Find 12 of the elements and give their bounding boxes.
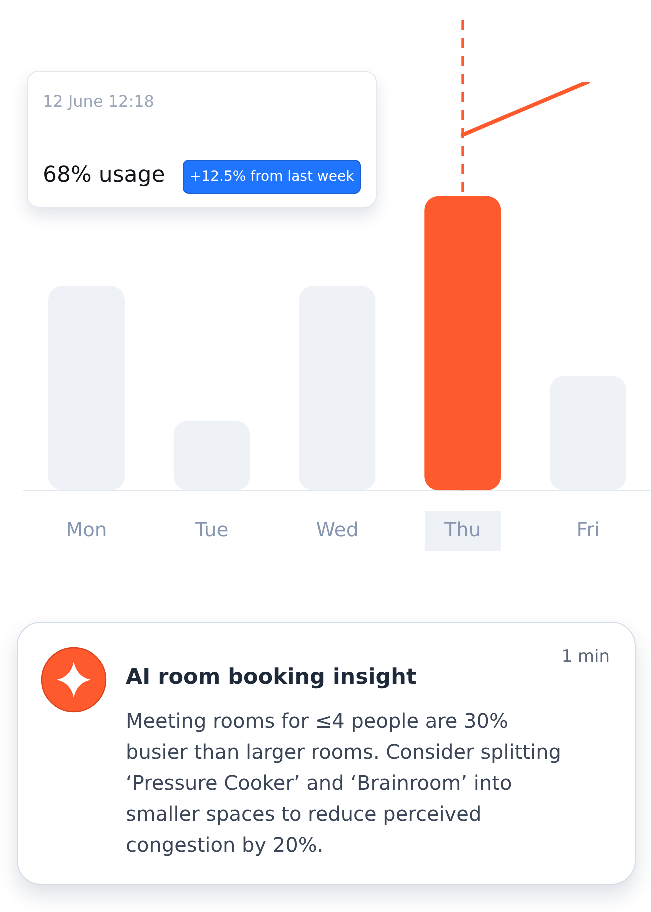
bar [424,196,502,491]
annotation: 68% usage [43,162,166,190]
x-tick-label: Wed [316,518,359,542]
x-tick-label: Thu [444,518,482,542]
text: Meeting rooms for ≤4 people are 30% busier than larger rooms. Consider splitting ‘Pressure Cooker’ and ‘Brainroom’ into smaller spaces to reduce perceived congestion by 20%. [126,708,562,859]
x-tick-label: Mon [66,518,108,542]
annotation: 12 June 12:18 [43,92,154,111]
text: 1 min [562,646,610,668]
x-tick-label: Tue [194,518,229,542]
annotation: +12.5% from last week [183,160,362,194]
x-tick-label: Fri [576,518,600,542]
text: AI room booking insight [126,664,417,692]
